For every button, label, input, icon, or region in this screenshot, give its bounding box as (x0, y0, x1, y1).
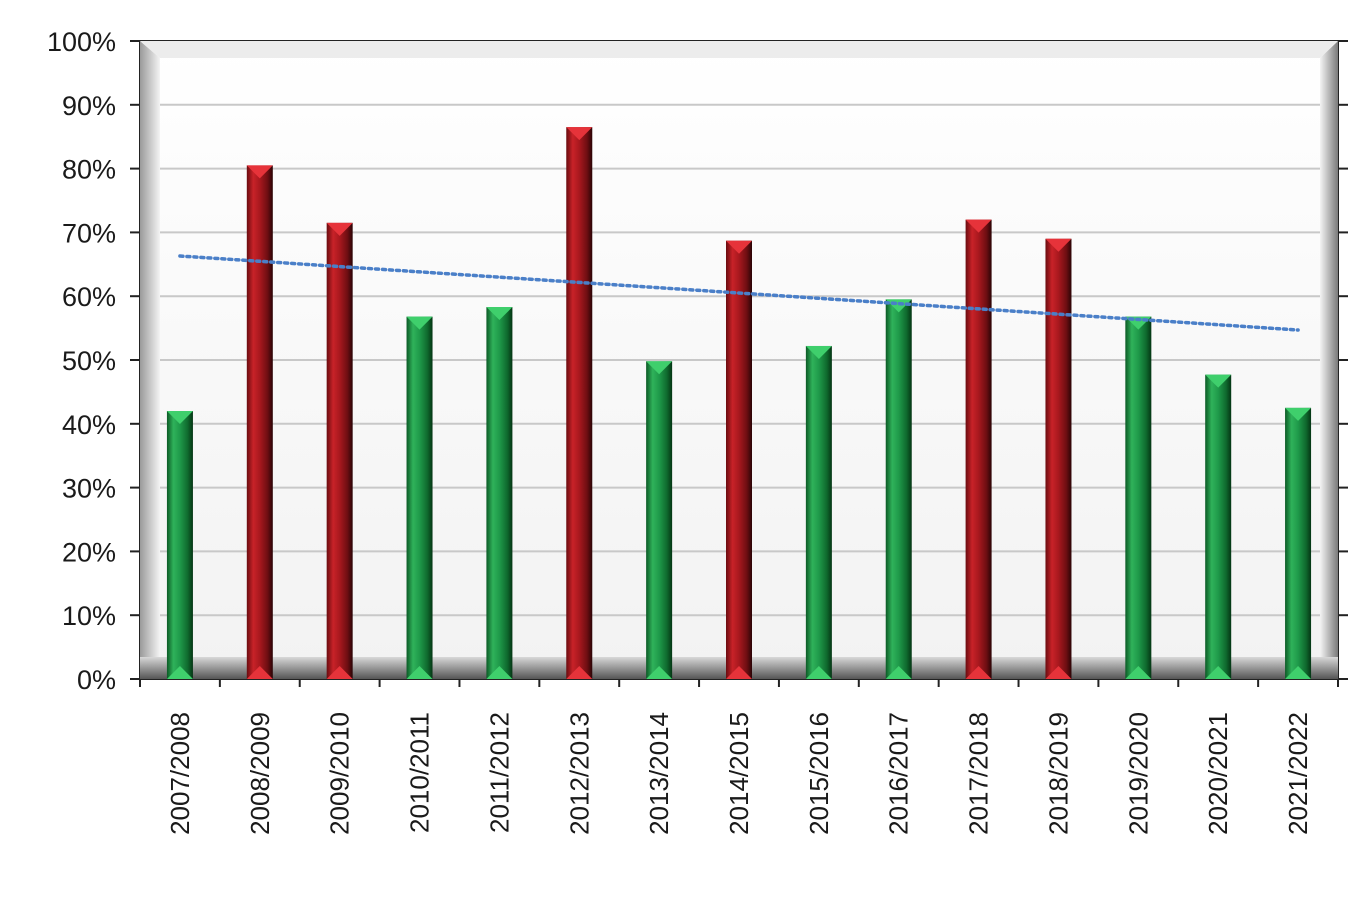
bar-top-bevel (1285, 407, 1312, 421)
trendline (178, 254, 1300, 332)
bar (726, 240, 752, 679)
bar-body (965, 219, 992, 679)
y-tick-label: 70% (62, 218, 116, 248)
bar (166, 411, 193, 679)
bar-body (1285, 407, 1312, 679)
bar-top-bevel (1205, 374, 1232, 388)
x-tick-label: 2009/2010 (325, 712, 355, 835)
y-tick-label: 0% (77, 665, 116, 695)
bar-top-bevel (1045, 238, 1072, 252)
x-tick-label: 2011/2012 (484, 712, 514, 833)
y-tick-label: 40% (62, 410, 116, 440)
bar-bottom-bevel (1205, 666, 1232, 679)
bar-top-bevel (965, 219, 992, 233)
bar-body (1205, 374, 1232, 679)
y-tick-label: 90% (62, 91, 116, 121)
wall-left-bevel (140, 41, 160, 679)
bar-body (805, 345, 832, 679)
bar (566, 127, 593, 679)
bar-bottom-bevel (885, 666, 912, 679)
trendline-group (178, 254, 1300, 332)
x-tick-label: 2019/2020 (1123, 712, 1153, 835)
y-tick-label: 100% (47, 27, 116, 57)
x-tick-label: 2007/2008 (165, 712, 195, 835)
bar-body (566, 127, 593, 679)
bar (406, 316, 433, 679)
bar-body (406, 316, 433, 679)
bar (326, 222, 353, 679)
bar-bottom-bevel (1125, 666, 1152, 679)
x-tick-label: 2013/2014 (644, 712, 674, 835)
bar-bottom-bevel (965, 666, 992, 679)
wall-right-bevel (1320, 41, 1338, 679)
x-tick-label: 2017/2018 (964, 712, 994, 835)
bar-top-bevel (805, 345, 832, 359)
bar (646, 361, 673, 679)
y-tick-label: 20% (62, 537, 116, 567)
x-tick-label: 2021/2022 (1283, 712, 1313, 835)
bars (166, 127, 1312, 679)
bar-top-bevel (726, 240, 752, 254)
bar-bottom-bevel (566, 666, 593, 679)
x-tick-label: 2020/2021 (1203, 712, 1233, 835)
bar (1205, 374, 1232, 679)
wall-top-bevel (140, 41, 1338, 58)
y-tick-label: 60% (62, 282, 116, 312)
bar-bottom-bevel (406, 666, 433, 679)
bar-bottom-bevel (1045, 666, 1072, 679)
bar-top-bevel (326, 222, 353, 236)
y-tick-label: 10% (62, 601, 116, 631)
bar (1125, 316, 1152, 679)
bar-top-bevel (406, 316, 433, 330)
y-tick-label: 50% (62, 346, 116, 376)
bar-bottom-bevel (326, 666, 353, 679)
x-tick-label: 2018/2019 (1043, 712, 1073, 835)
bar (246, 165, 273, 679)
bar-body (486, 307, 513, 679)
bar (885, 299, 912, 679)
bar (1285, 407, 1312, 679)
bar-top-bevel (646, 361, 673, 375)
bar-body (646, 361, 673, 679)
bar (486, 307, 513, 679)
bar-top-bevel (166, 411, 193, 425)
bar-body (726, 240, 752, 679)
bar (965, 219, 992, 679)
bar-top-bevel (566, 127, 593, 141)
x-axis: 2007/2008 2008/2009 2009/2010 2010/2011 2011… (139, 679, 1339, 835)
x-tick-label: 2014/2015 (724, 712, 754, 835)
bar (1045, 238, 1072, 679)
x-tick-label: 2016/2017 (884, 712, 914, 835)
bar-bottom-bevel (486, 666, 513, 679)
y-tick-label: 30% (62, 474, 116, 504)
bar-bottom-bevel (166, 666, 193, 679)
bar-bottom-bevel (805, 666, 832, 679)
bar-bottom-bevel (1285, 666, 1312, 679)
y-tick-label: 80% (62, 155, 116, 185)
x-tick-label: 2015/2016 (804, 712, 834, 835)
bar-bottom-bevel (726, 666, 752, 679)
bar-body (246, 165, 273, 679)
bar (805, 345, 832, 679)
bar-bottom-bevel (646, 666, 673, 679)
bar-bottom-bevel (246, 666, 273, 679)
x-tick-label: 2012/2013 (564, 712, 594, 835)
bar-body (166, 411, 193, 679)
bar-body (326, 222, 353, 679)
bar-body (1125, 316, 1152, 679)
x-tick-label: 2008/2009 (245, 712, 275, 835)
x-tick-label: 2010/2011 (405, 712, 435, 833)
bar-top-bevel (246, 165, 273, 179)
bar-body (1045, 238, 1072, 679)
bar-top-bevel (486, 307, 513, 321)
y-axis: 0% 10% 20% 30% 40% 50% 60% 70% 80% 90% 100% (47, 27, 1348, 695)
bar-body (885, 299, 912, 679)
